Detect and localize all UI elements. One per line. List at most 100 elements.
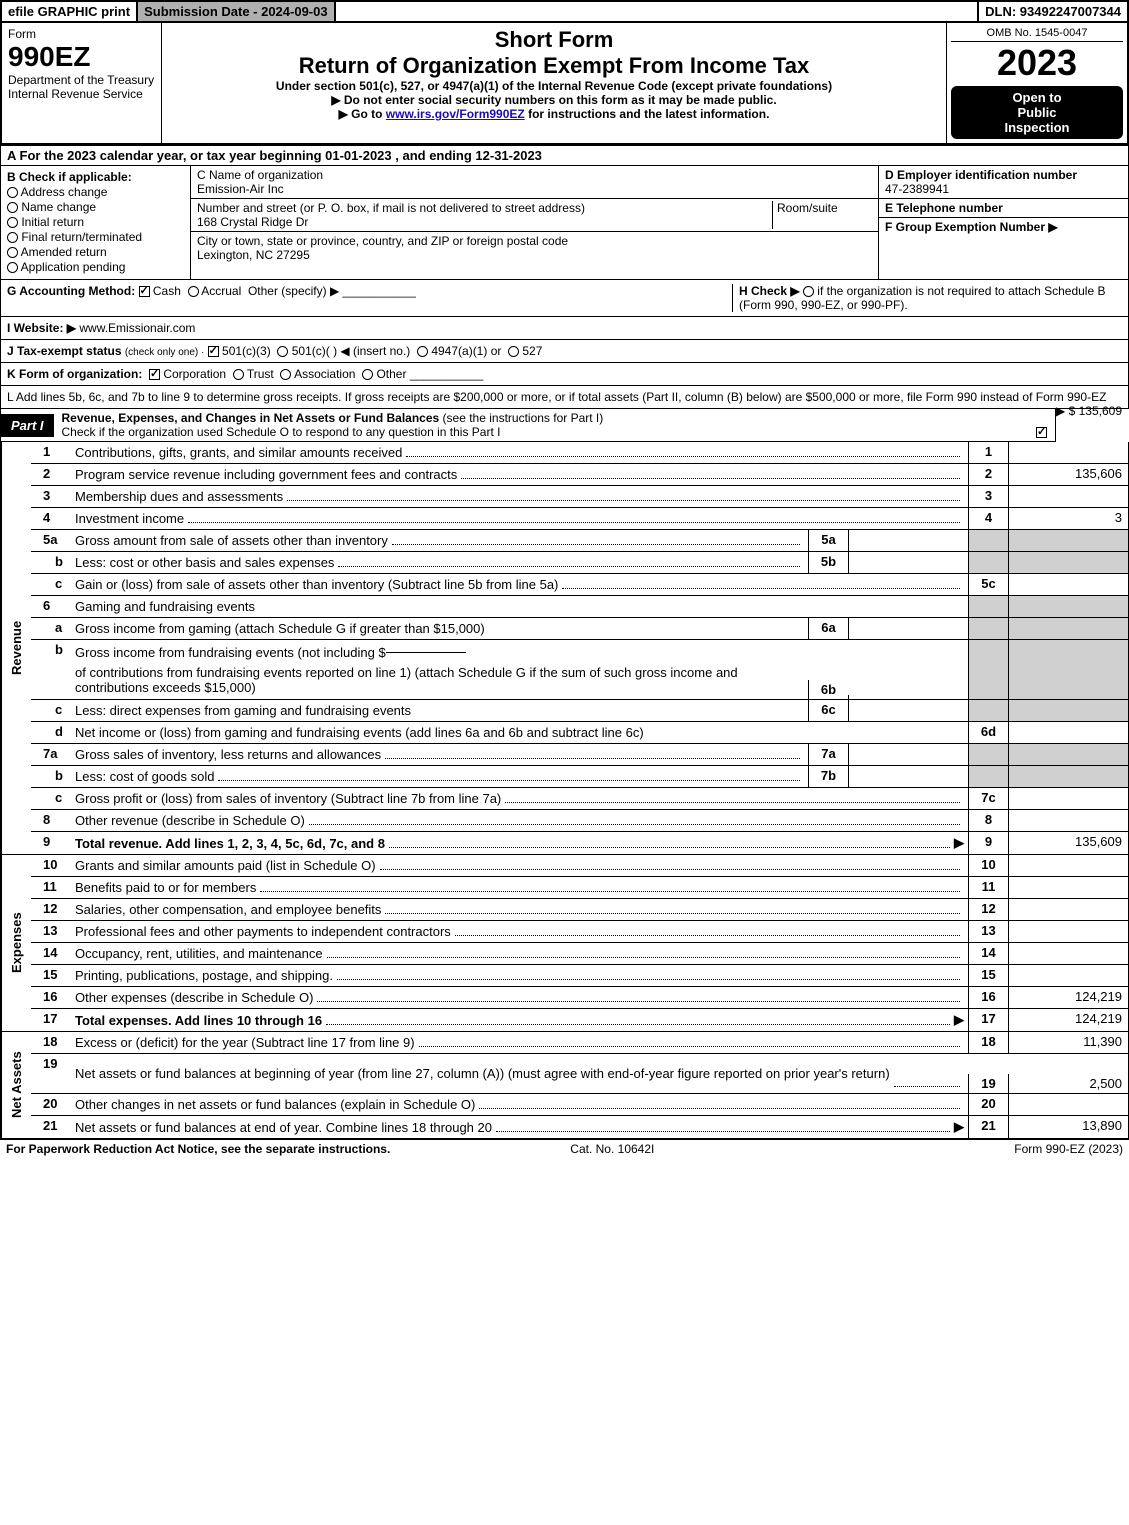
chk-application-pending[interactable]: Application pending	[7, 260, 184, 274]
submission-date: Submission Date - 2024-09-03	[138, 2, 336, 21]
chk-association[interactable]	[280, 369, 291, 380]
rn: 21	[968, 1116, 1008, 1138]
line-5a: 5a Gross amount from sale of assets othe…	[31, 530, 1128, 552]
omb-number: OMB No. 1545-0047	[951, 27, 1123, 42]
ln: b	[31, 552, 71, 573]
chk-527[interactable]	[508, 346, 519, 357]
rn: 16	[968, 987, 1008, 1008]
mb: 5a	[808, 530, 848, 551]
rn: 1	[968, 442, 1008, 463]
part1-header: Part I Revenue, Expenses, and Changes in…	[0, 409, 1056, 442]
radio-icon	[7, 187, 18, 198]
org-city: Lexington, NC 27295	[197, 248, 872, 262]
part1-tab: Part I	[1, 414, 54, 437]
mb: 6c	[808, 700, 848, 721]
j-note: (check only one) ·	[125, 347, 204, 358]
chk-501c3[interactable]	[208, 346, 219, 357]
chk-corporation[interactable]	[149, 369, 160, 380]
chk-501c[interactable]	[277, 346, 288, 357]
j-label: J Tax-exempt status	[7, 344, 122, 358]
ein-value: 47-2389941	[885, 182, 949, 196]
rv: 124,219	[1008, 987, 1128, 1008]
k-label: K Form of organization:	[7, 367, 142, 381]
part1-lines: Revenue 1 Contributions, gifts, grants, …	[0, 442, 1129, 1139]
rv: 124,219	[1008, 1009, 1128, 1031]
mb: 7b	[808, 766, 848, 787]
line-a: A For the 2023 calendar year, or tax yea…	[0, 146, 1129, 166]
chk-initial-return[interactable]: Initial return	[7, 215, 184, 229]
desc: Salaries, other compensation, and employ…	[75, 902, 381, 917]
ln: 7a	[31, 744, 71, 765]
opt-address: Address change	[21, 185, 108, 199]
chk-trust[interactable]	[233, 369, 244, 380]
chk-amended-return[interactable]: Amended return	[7, 245, 184, 259]
line-2: 2 Program service revenue including gove…	[31, 464, 1128, 486]
form-header: Form 990EZ Department of the Treasury In…	[0, 23, 1129, 146]
mv	[848, 552, 968, 573]
rn: 15	[968, 965, 1008, 986]
chk-4947[interactable]	[417, 346, 428, 357]
l-text: L Add lines 5b, 6c, and 7b to line 9 to …	[7, 390, 1106, 404]
opt-pending: Application pending	[21, 260, 126, 274]
rn: 5c	[968, 574, 1008, 595]
ld: Gross amount from sale of assets other t…	[71, 530, 808, 551]
revenue-side-label: Revenue	[1, 442, 31, 854]
chk-name-change[interactable]: Name change	[7, 200, 184, 214]
ld: Gross income from fundraising events (no…	[71, 640, 808, 699]
radio-icon	[7, 217, 18, 228]
line-5c: c Gain or (loss) from sale of assets oth…	[31, 574, 1128, 596]
chk-final-return[interactable]: Final return/terminated	[7, 230, 184, 244]
irs-link[interactable]: www.irs.gov/Form990EZ	[386, 107, 525, 121]
c-city-label: City or town, state or province, country…	[197, 234, 872, 248]
ld: Occupancy, rent, utilities, and maintena…	[71, 943, 968, 964]
room-suite-label: Room/suite	[772, 201, 872, 229]
col-c-address: C Name of organization Emission-Air Inc …	[191, 166, 878, 279]
arrow-icon: ▶	[954, 835, 964, 851]
chk-accrual[interactable]	[188, 286, 199, 297]
ln: 10	[31, 855, 71, 876]
chk-schedule-o[interactable]	[1036, 427, 1047, 438]
mb: 6a	[808, 618, 848, 639]
chk-other-org[interactable]	[362, 369, 373, 380]
line-19: 19 Net assets or fund balances at beginn…	[31, 1054, 1128, 1094]
c-name-row: C Name of organization Emission-Air Inc	[191, 166, 878, 199]
line-6: 6 Gaming and fundraising events	[31, 596, 1128, 618]
desc: Less: direct expenses from gaming and fu…	[75, 703, 411, 718]
rn: 6d	[968, 722, 1008, 743]
desc: Grants and similar amounts paid (list in…	[75, 858, 376, 873]
h-schedule-b: H Check ▶ if the organization is not req…	[732, 284, 1122, 312]
ln: 2	[31, 464, 71, 485]
revenue-group: Revenue 1 Contributions, gifts, grants, …	[1, 442, 1128, 855]
desc: Total expenses. Add lines 10 through 16	[75, 1013, 322, 1028]
g-label: G Accounting Method:	[7, 284, 135, 298]
radio-icon	[7, 232, 18, 243]
desc: Total revenue. Add lines 1, 2, 3, 4, 5c,…	[75, 836, 385, 851]
desc1: Gross income from fundraising events (no…	[75, 645, 386, 660]
opt-other-specify: Other (specify) ▶	[248, 284, 339, 298]
ld: Less: cost of goods sold	[71, 766, 808, 787]
ln: 21	[31, 1116, 71, 1138]
dln: DLN: 93492247007344	[977, 2, 1127, 21]
chk-schedule-b[interactable]	[803, 286, 814, 297]
ln: 4	[31, 508, 71, 529]
open-public-badge: Open to Public Inspection	[951, 86, 1123, 139]
ln: 16	[31, 987, 71, 1008]
chk-address-change[interactable]: Address change	[7, 185, 184, 199]
b-label: B Check if applicable:	[7, 170, 132, 184]
rv	[1008, 810, 1128, 831]
ln: 9	[31, 832, 71, 854]
page-footer: For Paperwork Reduction Act Notice, see …	[0, 1139, 1129, 1158]
rn: 17	[968, 1009, 1008, 1031]
part1-title-paren: (see the instructions for Part I)	[443, 411, 604, 425]
desc: Gain or (loss) from sale of assets other…	[75, 577, 558, 592]
chk-cash[interactable]	[139, 286, 150, 297]
org-name: Emission-Air Inc	[197, 182, 872, 196]
g-h-row: G Accounting Method: Cash Accrual Other …	[0, 280, 1129, 317]
line-8: 8 Other revenue (describe in Schedule O)…	[31, 810, 1128, 832]
rv-shade	[1008, 530, 1128, 551]
line-17: 17 Total expenses. Add lines 10 through …	[31, 1009, 1128, 1031]
rv-shade	[1008, 700, 1128, 721]
open-line1: Open to	[957, 90, 1117, 105]
opt-other: Other	[376, 367, 406, 381]
rv-shade	[1008, 744, 1128, 765]
